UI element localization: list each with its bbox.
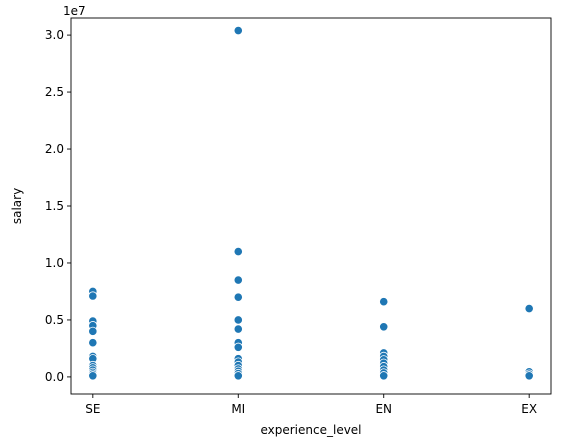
data-point bbox=[233, 315, 243, 325]
y-tick-label: 1.5 bbox=[45, 199, 64, 213]
data-points bbox=[88, 25, 534, 381]
plot-background bbox=[71, 18, 551, 394]
x-tick-label: MI bbox=[231, 402, 245, 416]
x-axis-label: experience_level bbox=[260, 423, 361, 437]
data-point bbox=[233, 324, 243, 334]
data-point bbox=[524, 371, 534, 381]
data-point bbox=[233, 275, 243, 285]
data-point bbox=[379, 322, 389, 332]
data-point bbox=[88, 371, 98, 381]
y-tick-label: 3.0 bbox=[45, 28, 64, 42]
y-tick-label: 0.0 bbox=[45, 370, 64, 384]
data-point bbox=[379, 297, 389, 307]
data-point bbox=[524, 303, 534, 314]
y-tick-label: 0.5 bbox=[45, 313, 64, 327]
data-point bbox=[233, 342, 243, 352]
data-point bbox=[233, 246, 243, 257]
data-point bbox=[88, 291, 98, 301]
data-point bbox=[88, 338, 98, 348]
y-axis-label: salary bbox=[10, 188, 24, 224]
x-tick-label: EN bbox=[375, 402, 392, 416]
axes: 0.0 0.5 1.0 1.5 2.0 2.5 3.0 SE MI EN EX bbox=[45, 17, 552, 416]
data-point bbox=[233, 25, 243, 36]
x-tick-label: SE bbox=[85, 402, 100, 416]
y-axis-offset-text: 1e7 bbox=[63, 4, 86, 18]
y-tick-label: 1.0 bbox=[45, 256, 64, 270]
data-point bbox=[233, 292, 243, 302]
y-tick-label: 2.5 bbox=[45, 85, 64, 99]
data-point bbox=[88, 326, 98, 336]
x-tick-label: EX bbox=[521, 402, 537, 416]
data-point bbox=[233, 371, 243, 381]
plot-area bbox=[71, 18, 551, 394]
data-point bbox=[379, 371, 389, 381]
y-tick-label: 2.0 bbox=[45, 142, 64, 156]
